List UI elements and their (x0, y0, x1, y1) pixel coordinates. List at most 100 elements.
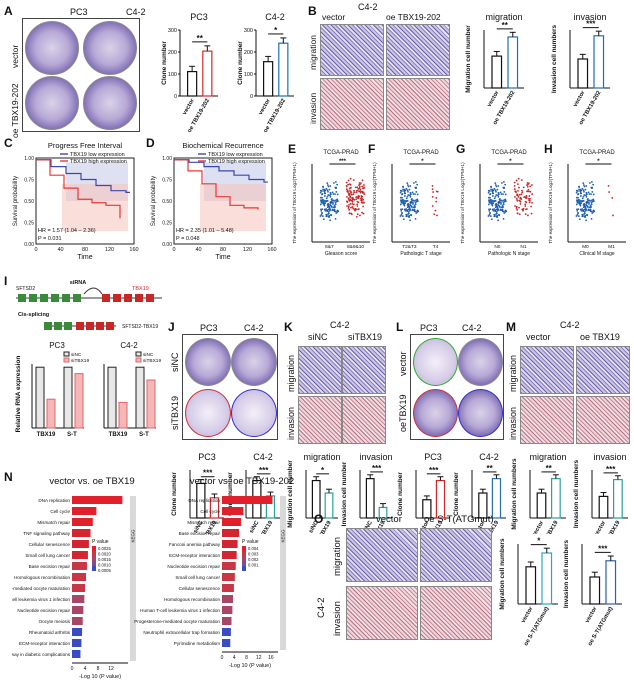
k-mig-sig: * (321, 466, 325, 475)
n-left-term: ECM-receptor interaction (19, 641, 71, 646)
panel-label-o: O (314, 512, 324, 526)
f-point-g1 (412, 193, 415, 195)
h-point-g1 (582, 182, 585, 185)
l-row-vector: vector (398, 351, 408, 376)
g-point-g1 (496, 208, 498, 211)
g-point-g1 (503, 187, 505, 190)
n-left-xtick-label: 4 (84, 666, 87, 672)
colony-dish-grid-a (22, 18, 140, 132)
e-point-g1 (323, 195, 326, 197)
g-point-g2 (521, 208, 524, 211)
g-point-g2 (515, 179, 518, 182)
j-pc3-ylabel: Clone number (171, 472, 178, 516)
n-left-legend-tick: 0.0005 (98, 568, 111, 573)
d-ytick-label: 0.25 (162, 221, 172, 227)
f-point-g1 (414, 180, 417, 183)
o-image-migration-oe (420, 528, 492, 582)
panel-label-l: L (396, 320, 404, 334)
g-point-g1 (495, 194, 498, 196)
f-point-g1 (408, 194, 411, 197)
b-inv-bar (577, 58, 589, 89)
e-point-g2 (353, 189, 355, 192)
d-ytick-label: 0.00 (162, 242, 172, 248)
g-point-g2 (520, 179, 523, 182)
a-row-oe: oe TBX19-202 (10, 83, 20, 138)
n-left-term: Nucleotide excision repair (17, 608, 70, 613)
d-km-plot: Biochemical Recurrence TBX19 low expressi… (151, 141, 277, 261)
m-image-migration-oe (576, 346, 630, 394)
h-point-g1 (575, 215, 578, 217)
a-c42-ylabel: Clone number (237, 41, 244, 85)
c-hr: HR = 1.57 (1.04 – 2.36) (38, 228, 96, 234)
h-point-g1 (591, 212, 594, 215)
e-point-g2 (361, 200, 363, 202)
i-c42-bar (118, 401, 128, 429)
e-point-g2 (350, 206, 352, 209)
n-left-bar (72, 496, 123, 504)
l-c42-title: C4-2 (479, 452, 499, 462)
n-right-legend-title: P value (242, 539, 259, 545)
h-point-g1 (590, 180, 593, 183)
n-right-term: Human T-cell leukemia virus 1 infection (140, 608, 220, 613)
g-point-g1 (504, 198, 507, 201)
o-inv-bar (605, 560, 617, 605)
j-pc3-bar (196, 482, 206, 519)
h-point-g1 (579, 195, 582, 197)
g-point-g1 (488, 201, 491, 204)
e-point-g2 (348, 194, 351, 197)
g-point-g1 (495, 213, 498, 215)
f-point-g1 (401, 196, 403, 199)
f-ylabel: The expression of TBX19 Log2(TPM+1) (372, 162, 377, 244)
g-point-g1 (497, 195, 500, 198)
f-point-g2 (432, 191, 434, 193)
e-point-g1 (321, 193, 324, 195)
g-point-g2 (516, 199, 519, 202)
g-point-g2 (514, 190, 517, 193)
m-image-migration-vector (520, 346, 574, 394)
e-point-g1 (336, 211, 339, 213)
e-point-g2 (361, 195, 364, 198)
c-ytick-label: 1.00 (24, 156, 34, 162)
n-left-legend-swatch (92, 551, 96, 556)
e-point-g2 (355, 189, 358, 192)
e-point-g1 (320, 210, 323, 212)
e-point-g1 (326, 195, 329, 198)
c-ylabel: Survival probability (13, 176, 19, 226)
n-right-xlabel: -Log 10 (P value) (229, 663, 271, 669)
g-point-g1 (493, 197, 496, 200)
i-pc3-bar (63, 366, 73, 429)
n-right-bar (222, 529, 240, 537)
h-point-g1 (582, 189, 585, 192)
h-title: TCGA-PRAD (579, 150, 615, 156)
e-point-g2 (347, 197, 350, 200)
h-point-g1 (577, 215, 580, 218)
l-pc3-ylabel: Clone number (397, 472, 404, 516)
n-right-term: Neutrophil extracellular trap formation (143, 630, 220, 635)
o-row-migration: migration (332, 536, 343, 576)
l-c42-bar (478, 492, 488, 519)
f-point-g1 (399, 203, 402, 206)
l-c42-bar (491, 478, 502, 519)
g-point-g1 (504, 183, 507, 186)
n-left-xtick-label: 0 (71, 666, 74, 672)
e-point-g2 (345, 185, 348, 188)
g-ylabel: The expression of TBX19 Log2(TPM+1) (460, 162, 465, 244)
colony-dish-grid-l (410, 334, 504, 440)
h-point-g1 (582, 195, 585, 198)
e-point-g2 (349, 199, 352, 201)
n-left-legend-swatch (92, 561, 96, 566)
panel-label-g: G (456, 142, 466, 156)
n-left-bar (72, 628, 83, 636)
g-point-g2 (531, 201, 533, 204)
e-point-g2 (346, 201, 349, 204)
d-ytick-label: 1.00 (162, 156, 172, 162)
h-point-g1 (592, 198, 595, 201)
g-point-g2 (527, 214, 529, 217)
m-mig-bar (536, 492, 547, 519)
m-mig-title: migration (529, 452, 566, 462)
g-point-g2 (530, 212, 533, 215)
h-point-g1 (584, 208, 586, 211)
i-exon-right (102, 294, 110, 302)
n-left-term: Human T-cell leukemia virus 1 infection (12, 597, 70, 602)
